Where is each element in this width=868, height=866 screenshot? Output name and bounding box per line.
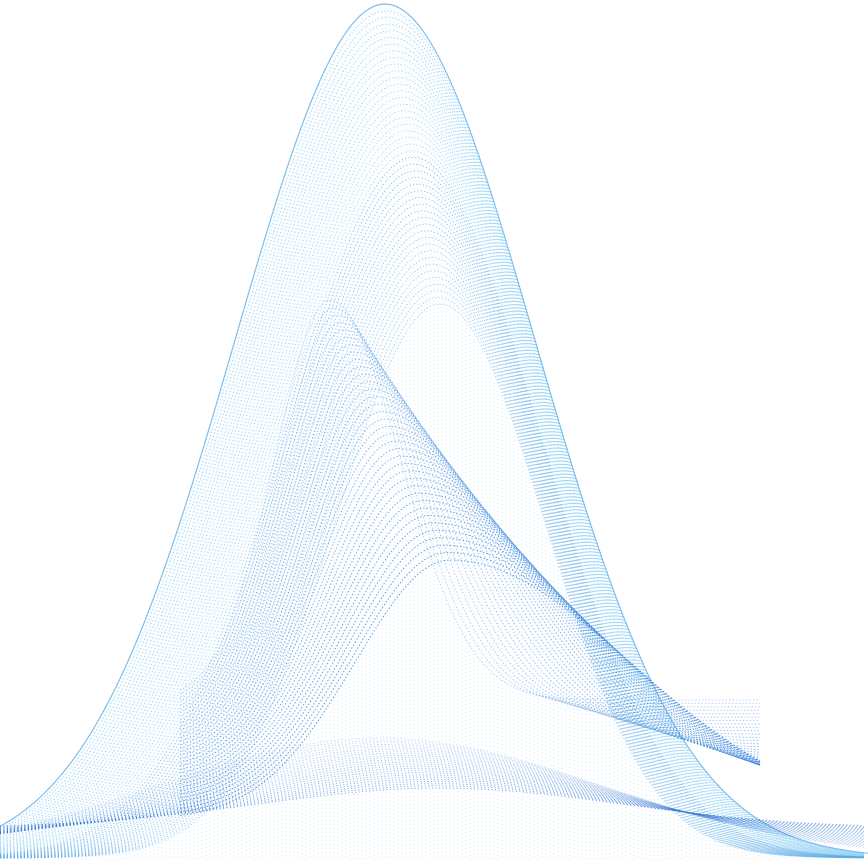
inner-wave-contour <box>179 514 761 795</box>
base-wave-contour <box>0 752 865 842</box>
inner-wave-contour <box>179 359 760 728</box>
inner-wave-contour <box>179 366 761 732</box>
wave-contour-line <box>0 210 865 858</box>
wave-contour-line <box>0 150 865 858</box>
base-wave-contour <box>0 750 865 843</box>
wave-contour-line <box>0 163 865 858</box>
wave-contour-line <box>0 96 865 857</box>
wave-contour-line <box>0 223 865 858</box>
wave-contour-line <box>0 90 865 856</box>
base-ripple-wave <box>0 737 865 848</box>
wave-contour-line <box>0 70 865 856</box>
inner-wave-contour <box>179 396 761 745</box>
wave-contour-line <box>0 23 865 854</box>
base-wave-contour <box>0 757 865 840</box>
inner-wave-contour <box>179 485 761 781</box>
wave-contour-line <box>0 83 865 856</box>
inner-wave-contour <box>179 344 760 722</box>
wave-contour-line <box>0 130 865 857</box>
inner-wave-contour <box>179 470 761 774</box>
wave-contour-line <box>0 136 865 857</box>
wave-contour-line <box>0 116 865 857</box>
inner-wave-contour <box>179 381 761 738</box>
inner-wave-contour <box>179 410 761 751</box>
inner-wave-contour <box>179 500 761 788</box>
wave-contour-line <box>0 276 864 859</box>
wave-contour-line <box>0 10 865 854</box>
base-wave-contour <box>0 748 865 844</box>
inner-wave-contour <box>179 537 761 806</box>
inner-wave-contour <box>179 544 761 809</box>
inner-wave-contour <box>179 306 760 704</box>
wave-contour-line <box>0 43 865 855</box>
wave-contour-line <box>0 216 865 858</box>
inner-wave-contour <box>179 462 761 770</box>
inner-wave-contour <box>179 507 761 792</box>
wave-contour-line <box>0 190 865 858</box>
base-wave-contour <box>0 765 865 836</box>
wave-contour-line <box>0 143 865 857</box>
wave-contour-line <box>0 243 865 859</box>
wave-contour-line <box>0 110 865 857</box>
wave-contour-line <box>0 63 865 856</box>
base-wave-contour <box>0 787 865 827</box>
wave-contour-line <box>0 56 865 856</box>
base-wave-contour <box>0 741 865 847</box>
inner-wave-contour <box>179 299 760 701</box>
inner-wave-contour <box>179 433 761 758</box>
wave-contour-line <box>0 103 865 857</box>
inner-wave-contour <box>179 522 761 799</box>
inner-wave-contour <box>179 455 761 767</box>
base-wave-contour <box>0 763 865 837</box>
wave-contour-line <box>0 183 865 858</box>
inner-wave-contour <box>179 425 761 756</box>
wave-contour-line <box>0 176 865 858</box>
inner-wave-contour <box>179 448 761 763</box>
inner-wave-contour <box>179 559 761 816</box>
wave-contour-line <box>0 170 865 858</box>
inner-wave-contour <box>179 492 761 785</box>
base-wave-contour <box>0 737 865 848</box>
wave-contour-line <box>0 50 865 855</box>
wave-contour-line <box>0 123 865 857</box>
wave-contour-line <box>0 263 865 859</box>
outer-bell-edge <box>0 3 868 854</box>
wave-contour-line <box>0 36 865 855</box>
base-wave-contour <box>0 772 865 834</box>
base-wave-contour <box>0 767 865 835</box>
wave-contour-line <box>0 296 864 859</box>
inner-wave-contour <box>179 314 760 708</box>
inner-wave-contour <box>179 552 761 813</box>
wave-contour-line <box>0 203 865 858</box>
wave-contour-line <box>0 236 865 858</box>
inner-curling-wave <box>179 299 761 816</box>
inner-wave-contour <box>179 418 761 753</box>
inner-wave-contour <box>179 351 760 725</box>
base-wave-contour <box>0 754 865 841</box>
wave-contour-line <box>0 303 864 859</box>
inner-wave-contour <box>179 477 761 778</box>
inner-wave-contour <box>179 321 760 711</box>
wave-contour-line <box>0 76 865 856</box>
large-bell-wave <box>0 3 868 860</box>
inner-wave-contour <box>179 529 761 802</box>
inner-wave-contour <box>179 388 761 742</box>
wave-contour-line <box>0 256 865 859</box>
wave-contour-line <box>0 230 865 858</box>
wave-contour-line <box>0 196 865 858</box>
